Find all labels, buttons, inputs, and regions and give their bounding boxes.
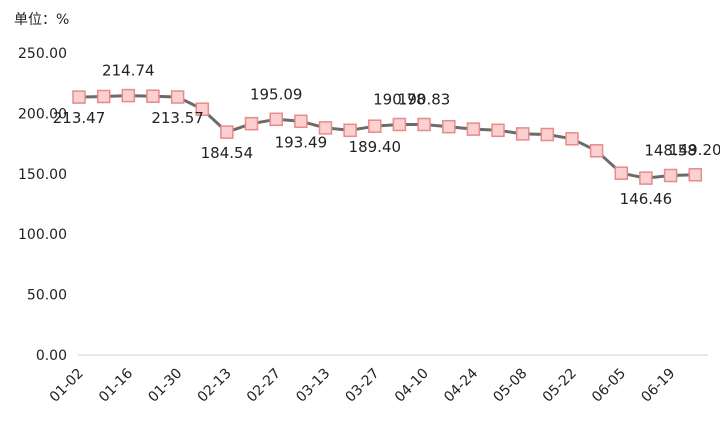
data-point xyxy=(639,171,653,185)
x-tick-label: 02-27 xyxy=(244,366,284,406)
data-point xyxy=(318,121,333,135)
data-label: 148.58 xyxy=(644,142,697,160)
data-point xyxy=(343,123,357,138)
data-point xyxy=(195,102,210,116)
data-point xyxy=(244,116,259,131)
y-tick-label: 100.00 xyxy=(18,227,67,243)
data-point xyxy=(294,114,308,129)
data-point xyxy=(442,119,456,134)
x-tick-label: 01-16 xyxy=(96,365,136,405)
data-label: 193.49 xyxy=(275,133,328,151)
data-point xyxy=(170,90,185,104)
x-tick-label: 06-19 xyxy=(638,366,678,406)
data-point xyxy=(688,168,703,182)
x-tick-label: 05-08 xyxy=(490,366,530,406)
data-label: 213.47 xyxy=(53,109,106,127)
data-point xyxy=(121,88,136,103)
data-label: 149.20 xyxy=(669,141,720,159)
y-tick-label: 150.00 xyxy=(18,167,67,183)
y-tick-label: 250.00 xyxy=(18,46,67,62)
x-tick-label: 04-10 xyxy=(392,366,432,406)
data-point xyxy=(663,168,678,183)
data-label: 190.83 xyxy=(398,91,451,109)
y-axis: 0.00 50.00 100.00 150.00 200.00 250.00 xyxy=(18,46,67,364)
data-label: 214.74 xyxy=(102,62,155,80)
y-tick-label: 50.00 xyxy=(27,288,67,304)
data-point xyxy=(146,89,160,103)
x-tick-label: 01-30 xyxy=(145,366,185,406)
x-tick-label: 02-13 xyxy=(195,366,235,406)
data-point xyxy=(466,122,481,136)
data-point xyxy=(515,127,530,141)
data-label: 189.40 xyxy=(349,138,402,156)
x-tick-label: 01-02 xyxy=(47,366,87,406)
x-tick-label: 03-27 xyxy=(343,366,383,406)
data-point xyxy=(417,117,431,132)
data-label: 146.46 xyxy=(620,190,673,208)
data-point xyxy=(491,123,505,138)
data-label: 190.78 xyxy=(373,91,426,109)
data-label: 213.57 xyxy=(151,109,204,127)
y-tick-label: 0.00 xyxy=(36,348,67,364)
data-point xyxy=(540,127,555,142)
data-point xyxy=(565,132,579,146)
x-axis: 01-02 01-16 01-30 02-13 02-27 03-13 03-27 04-10… xyxy=(47,365,679,405)
series-markers xyxy=(72,88,703,185)
x-tick-label: 03-13 xyxy=(293,366,333,406)
data-label: 195.09 xyxy=(250,85,303,103)
y-tick-label: 200.00 xyxy=(18,106,67,122)
x-tick-label: 04-24 xyxy=(441,365,481,405)
data-point xyxy=(392,117,407,132)
data-point xyxy=(269,112,283,127)
data-point xyxy=(72,90,86,104)
data-point xyxy=(220,125,234,139)
data-label: 184.54 xyxy=(201,144,254,162)
x-tick-label: 05-22 xyxy=(540,366,580,406)
data-point xyxy=(368,119,382,133)
data-point xyxy=(589,144,604,158)
data-point xyxy=(96,89,111,104)
data-labels: 213.47 214.74 213.57 184.54 195.09 193.49 189.… xyxy=(53,62,720,209)
x-tick-label: 06-05 xyxy=(589,366,629,406)
data-point xyxy=(614,166,629,180)
unit-label: 单位：% xyxy=(14,12,69,28)
